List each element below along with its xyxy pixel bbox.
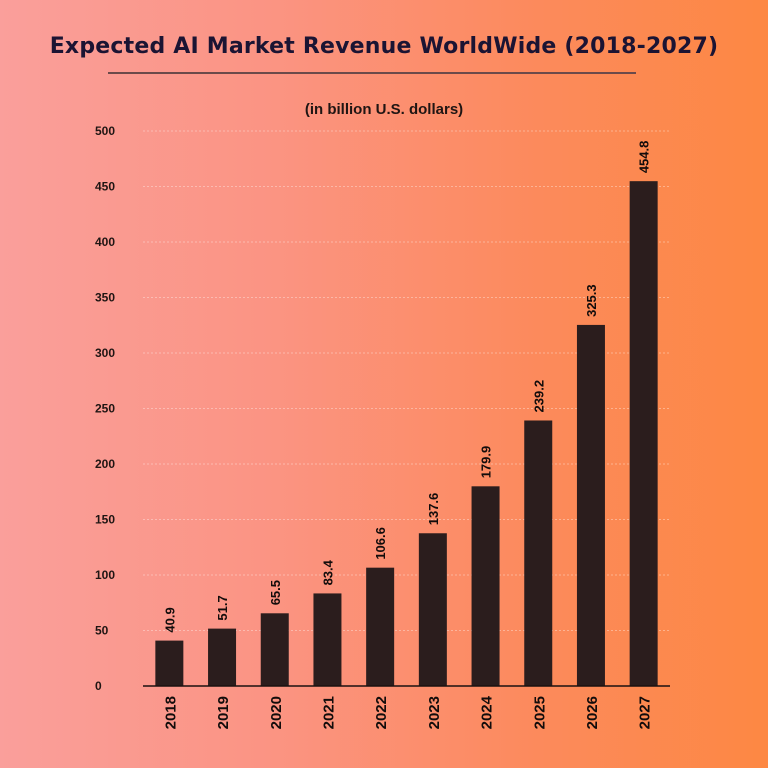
data-label: 239.2 — [531, 380, 546, 413]
x-tick-label: 2020 — [268, 696, 285, 729]
y-tick-label: 500 — [95, 124, 115, 138]
data-label: 137.6 — [426, 493, 441, 526]
title-underline — [108, 72, 636, 74]
y-tick-label: 450 — [95, 180, 115, 194]
y-tick-label: 400 — [95, 235, 115, 249]
bar — [313, 593, 342, 686]
y-tick-label: 350 — [95, 291, 115, 305]
bar — [260, 613, 289, 686]
bar — [471, 486, 500, 686]
x-tick-label: 2018 — [162, 696, 179, 729]
y-tick-label: 150 — [95, 513, 115, 527]
y-tick-label: 50 — [95, 624, 109, 638]
data-label: 106.6 — [373, 527, 388, 560]
x-tick-label: 2027 — [637, 696, 654, 729]
bar — [366, 567, 395, 686]
bar — [418, 533, 447, 686]
data-label: 325.3 — [584, 284, 599, 317]
x-tick-label: 2019 — [215, 696, 232, 729]
data-label: 454.8 — [637, 141, 652, 174]
data-label: 51.7 — [215, 595, 230, 620]
bar — [629, 181, 658, 686]
y-tick-label: 300 — [95, 346, 115, 360]
bar — [155, 640, 184, 686]
chart-title: Expected AI Market Revenue WorldWide (20… — [49, 34, 719, 59]
x-tick-label: 2023 — [426, 696, 443, 729]
bar — [576, 324, 605, 686]
x-tick-label: 2025 — [531, 696, 548, 729]
x-tick-label: 2024 — [479, 695, 496, 729]
x-tick-label: 2022 — [373, 696, 390, 729]
data-label: 65.5 — [268, 580, 283, 605]
bar — [208, 628, 237, 686]
y-tick-label: 0 — [95, 679, 102, 693]
chart-subtitle: (in billion U.S. dollars) — [304, 101, 464, 118]
y-tick-label: 200 — [95, 457, 115, 471]
y-tick-label: 100 — [95, 568, 115, 582]
data-label: 40.9 — [162, 607, 177, 632]
data-label: 179.9 — [479, 446, 494, 479]
data-label: 83.4 — [320, 559, 335, 585]
x-tick-label: 2021 — [320, 696, 337, 729]
x-tick-label: 2026 — [584, 696, 601, 729]
y-tick-label: 250 — [95, 402, 115, 416]
bar — [524, 420, 553, 686]
